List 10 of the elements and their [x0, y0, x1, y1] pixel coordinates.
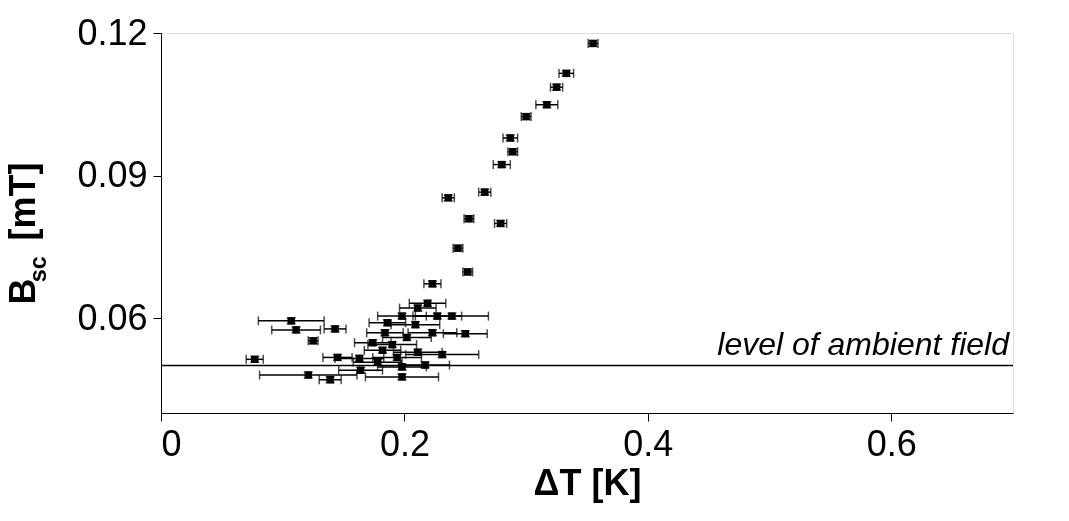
- ref-line-label: level of ambient field: [717, 325, 1011, 362]
- x-tick-label: 0.6: [866, 422, 917, 464]
- y-tick-label: 0.09: [77, 154, 148, 195]
- x-axis-title: ΔT [K]: [533, 461, 642, 503]
- y-axis-title: Bsc [mT]: [2, 162, 51, 305]
- x-tick-label: 0.2: [379, 422, 430, 464]
- y-tick-label: 0.12: [77, 11, 148, 53]
- x-tick-label: 0.4: [623, 422, 674, 464]
- y-tick-label: 0.06: [77, 296, 148, 338]
- x-tick-label: 0: [161, 422, 182, 464]
